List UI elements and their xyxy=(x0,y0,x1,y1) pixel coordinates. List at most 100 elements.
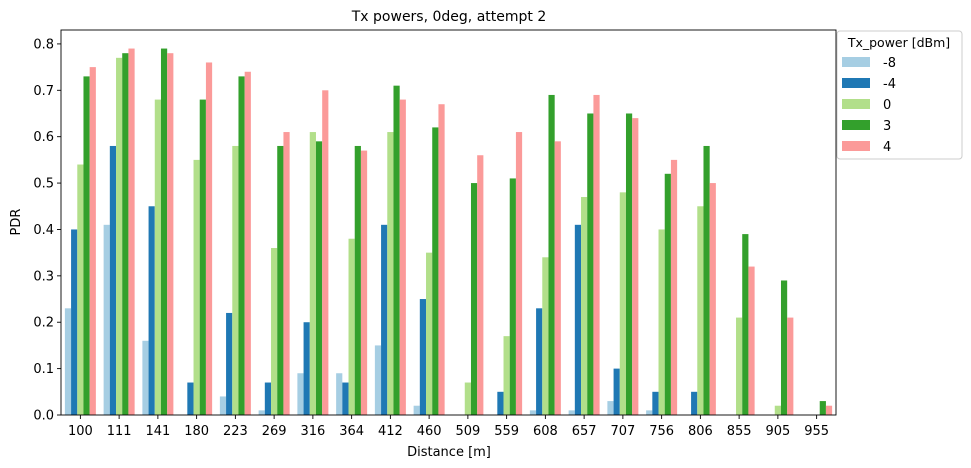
bar-4-608 xyxy=(554,141,561,415)
bar-3-269 xyxy=(277,145,284,415)
bar--8-364 xyxy=(336,373,343,415)
bar-3-559 xyxy=(509,178,516,415)
bar-4-364 xyxy=(360,150,368,415)
bar-4-806 xyxy=(709,183,716,415)
bar-4-509 xyxy=(477,155,484,416)
x-axis: 100 111 141 180 223 269 316 364 412 460 509 559 608 6… xyxy=(68,415,829,439)
bar--4-141 xyxy=(148,206,155,415)
bar-4-657 xyxy=(593,94,600,415)
bar-3-111 xyxy=(122,53,129,415)
bar-3-180 xyxy=(199,99,206,415)
bar--8-756 xyxy=(646,410,653,415)
legend-frame xyxy=(836,30,963,160)
x-tick-label: 855 xyxy=(727,424,752,439)
x-tick-label: 657 xyxy=(572,424,597,439)
bar-0-412 xyxy=(387,132,394,416)
bar--4-460 xyxy=(419,299,427,415)
bar-3-509 xyxy=(470,183,478,415)
bar-4-100 xyxy=(89,67,96,416)
bar-3-460 xyxy=(432,127,439,415)
bar-3-756 xyxy=(664,173,671,415)
bar-0-559 xyxy=(503,336,510,415)
x-tick-label: 509 xyxy=(455,424,480,439)
x-tick-label: 707 xyxy=(610,424,635,439)
bar--8-608 xyxy=(529,410,537,415)
bar--4-223 xyxy=(226,312,233,415)
legend-swatch--8 xyxy=(842,57,870,67)
bar-4-559 xyxy=(515,132,523,416)
legend-label--8: -8 xyxy=(883,56,896,71)
bar-3-955 xyxy=(819,401,826,415)
bar--4-806 xyxy=(691,391,698,415)
bar-0-509 xyxy=(464,382,471,415)
y-tick-label: 0.3 xyxy=(33,269,54,284)
bar-0-180 xyxy=(193,159,200,415)
legend-swatch-3 xyxy=(842,120,870,130)
bar-4-316 xyxy=(322,90,329,416)
bar-0-657 xyxy=(581,196,588,415)
legend: Tx_power [dBm] -8 -4 0 3 4 xyxy=(836,30,963,160)
bar-0-364 xyxy=(348,238,355,415)
bar--8-100 xyxy=(64,308,72,415)
legend-swatch-4 xyxy=(842,141,870,151)
bar-3-657 xyxy=(587,113,594,416)
bar-4-955 xyxy=(825,405,833,415)
bar-4-269 xyxy=(283,132,290,416)
bar-0-111 xyxy=(116,57,123,415)
y-tick-label: 0.2 xyxy=(33,316,54,331)
bar-3-412 xyxy=(393,85,400,415)
bar-3-223 xyxy=(238,76,245,415)
y-tick-label: 0.6 xyxy=(33,130,54,145)
bar-3-100 xyxy=(83,76,90,415)
bar--8-223 xyxy=(219,396,227,415)
bar-3-608 xyxy=(548,94,555,415)
bar-3-316 xyxy=(315,141,323,415)
bar--8-707 xyxy=(607,401,614,415)
y-tick-label: 0.0 xyxy=(33,409,54,424)
y-tick-label: 0.5 xyxy=(33,177,54,192)
x-axis-label: Distance [m] xyxy=(407,445,491,460)
bar-4-905 xyxy=(787,317,794,415)
bar-0-905 xyxy=(774,405,781,415)
bar-4-707 xyxy=(632,118,639,415)
bar-3-707 xyxy=(625,113,633,416)
y-tick-label: 0.1 xyxy=(33,362,54,377)
x-tick-label: 806 xyxy=(688,424,713,439)
x-tick-label: 100 xyxy=(68,424,93,439)
x-tick-label: 141 xyxy=(145,424,170,439)
y-tick-label: 0.8 xyxy=(33,37,54,52)
bar--8-657 xyxy=(568,410,575,415)
x-tick-label: 608 xyxy=(533,424,558,439)
bar-0-756 xyxy=(658,229,665,415)
bar--8-316 xyxy=(297,373,304,415)
bar--8-269 xyxy=(258,410,265,415)
bar-4-111 xyxy=(128,48,135,416)
bar-4-223 xyxy=(244,71,251,415)
x-tick-label: 460 xyxy=(417,424,442,439)
bar-4-180 xyxy=(205,62,213,415)
bar--4-316 xyxy=(303,322,310,415)
bar-4-460 xyxy=(438,104,445,415)
x-tick-label: 223 xyxy=(223,424,248,439)
y-tick-label: 0.7 xyxy=(33,84,54,99)
x-tick-label: 905 xyxy=(765,424,790,439)
legend-label-4: 4 xyxy=(883,140,891,155)
bars-layer xyxy=(64,48,833,416)
bar-3-364 xyxy=(354,145,361,415)
bar-0-316 xyxy=(309,132,316,416)
bar-4-855 xyxy=(748,266,755,415)
bar-3-141 xyxy=(160,48,168,416)
bar--8-412 xyxy=(374,345,382,415)
bar--4-111 xyxy=(109,145,117,415)
bar-3-806 xyxy=(703,145,710,415)
x-tick-label: 269 xyxy=(262,424,287,439)
legend-title: Tx_power [dBm] xyxy=(847,35,950,50)
y-tick-label: 0.4 xyxy=(33,223,54,238)
bar-0-269 xyxy=(271,248,278,415)
bar-3-855 xyxy=(742,234,749,415)
bar--4-100 xyxy=(71,229,78,415)
chart-title: Tx powers, 0deg, attempt 2 xyxy=(351,9,547,25)
bar--4-608 xyxy=(536,308,543,415)
x-tick-label: 180 xyxy=(184,424,209,439)
x-tick-label: 316 xyxy=(300,424,325,439)
